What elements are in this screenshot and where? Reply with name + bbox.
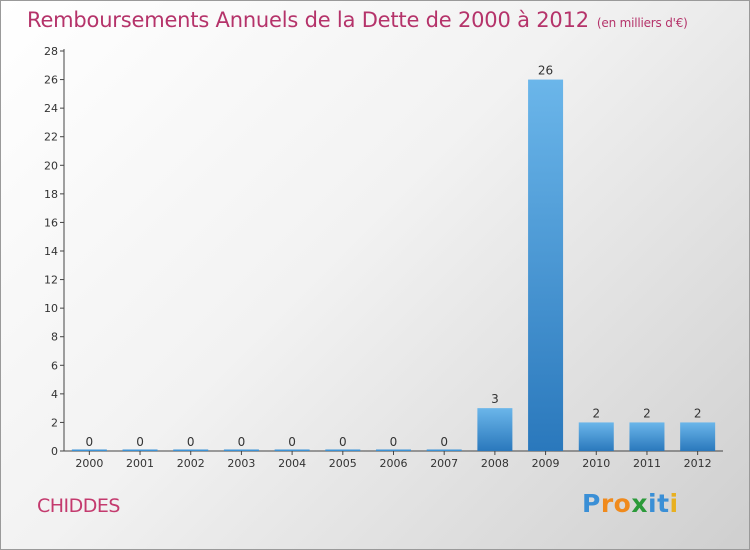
logo-letter: r: [600, 489, 614, 518]
x-tick-label: 2009: [532, 457, 560, 470]
title-text: Remboursements Annuels de la Dette de 20…: [27, 8, 589, 32]
data-label: 0: [288, 435, 296, 449]
x-tick-label: 2011: [633, 457, 661, 470]
logo-letter: x: [631, 489, 648, 518]
x-tick-label: 2002: [177, 457, 205, 470]
bar: [477, 408, 513, 451]
x-tick-label: 2001: [126, 457, 154, 470]
bar: [274, 449, 310, 451]
data-label: 0: [187, 435, 195, 449]
y-tick-label: 20: [44, 159, 58, 172]
bar: [173, 449, 209, 451]
commune-name: CHIDDES: [37, 495, 120, 517]
bar: [376, 449, 411, 451]
y-tick-label: 6: [51, 359, 58, 372]
logo-letter: i: [648, 489, 658, 518]
y-tick-label: 8: [51, 331, 58, 344]
bar: [223, 449, 259, 451]
bar: [71, 449, 107, 451]
x-tick-label: 2005: [329, 457, 357, 470]
logo-letter: i: [669, 489, 679, 518]
bar: [325, 449, 361, 451]
y-tick-label: 18: [44, 188, 58, 201]
y-tick-label: 14: [44, 245, 58, 258]
data-label: 2: [643, 406, 651, 420]
bar: [426, 449, 462, 451]
x-tick-label: 2006: [380, 457, 408, 470]
data-label: 0: [339, 435, 347, 449]
data-label: 0: [390, 435, 398, 449]
chart-title: Remboursements Annuels de la Dette de 20…: [27, 8, 688, 32]
logo-letter: P: [582, 489, 601, 518]
data-label: 2: [592, 406, 600, 420]
y-tick-label: 4: [51, 388, 58, 401]
x-tick-label: 2007: [430, 457, 458, 470]
bar: [680, 422, 716, 451]
bar: [629, 422, 665, 451]
data-label: 0: [238, 435, 246, 449]
data-label: 0: [136, 435, 144, 449]
x-tick-label: 2012: [684, 457, 712, 470]
y-tick-label: 10: [44, 302, 58, 315]
x-tick-label: 2008: [481, 457, 509, 470]
x-tick-label: 2000: [75, 457, 103, 470]
x-tick-label: 2004: [278, 457, 306, 470]
bar: [578, 422, 614, 451]
data-label: 3: [491, 392, 499, 406]
x-tick-label: 2010: [582, 457, 610, 470]
logo-letter: o: [613, 489, 632, 518]
y-tick-label: 28: [44, 45, 58, 58]
y-tick-label: 26: [44, 74, 58, 87]
data-label: 0: [86, 435, 94, 449]
x-tick-label: 2003: [227, 457, 255, 470]
y-tick-label: 16: [44, 216, 58, 229]
y-tick-label: 12: [44, 274, 58, 287]
bar: [122, 449, 158, 451]
y-tick-label: 0: [51, 445, 58, 458]
y-tick-label: 24: [44, 102, 58, 115]
proxiti-logo: Proxiti: [582, 489, 679, 518]
data-label: 26: [538, 64, 553, 78]
y-tick-label: 2: [51, 416, 58, 429]
y-tick-label: 22: [44, 131, 58, 144]
title-unit: (en milliers d'€): [596, 16, 688, 30]
logo-letter: t: [657, 489, 670, 518]
data-label: 2: [694, 406, 702, 420]
bar: [528, 79, 564, 452]
data-label: 0: [440, 435, 448, 449]
